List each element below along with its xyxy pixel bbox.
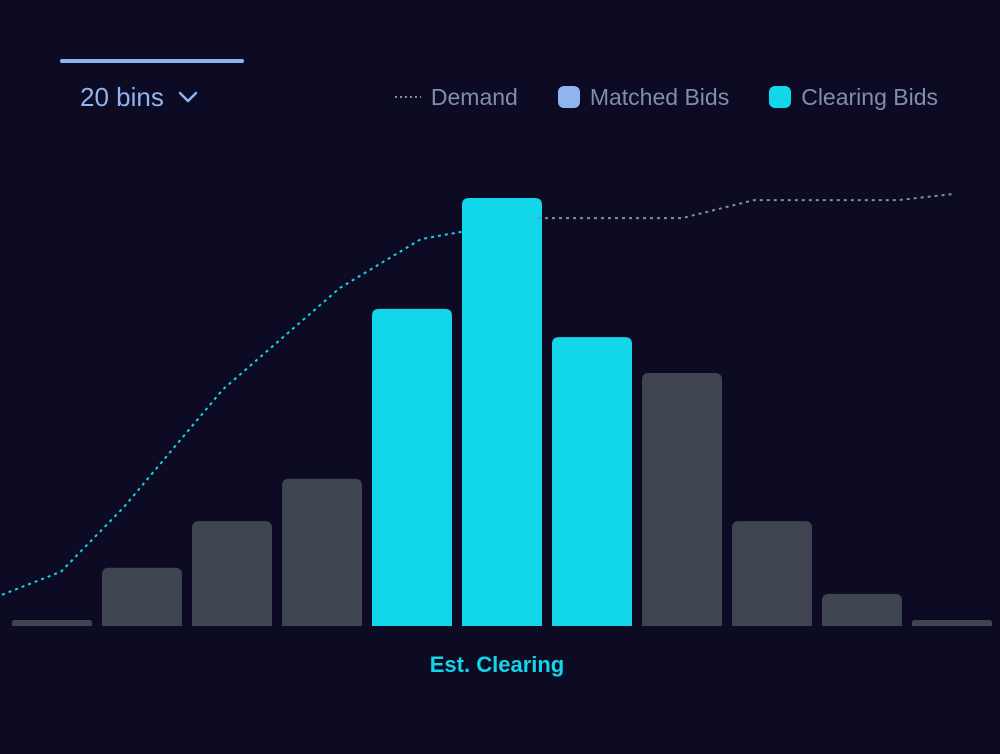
bar-11[interactable] xyxy=(912,620,992,626)
legend-label-demand: Demand xyxy=(430,83,518,110)
bar-10[interactable] xyxy=(822,593,902,626)
bar-7[interactable] xyxy=(552,337,632,626)
bar-8[interactable] xyxy=(642,373,722,626)
bins-dropdown-label: 20 bins xyxy=(80,81,164,112)
tab-active-indicator xyxy=(60,59,244,63)
bar-9[interactable] xyxy=(732,521,812,626)
demand-line-clearing xyxy=(0,217,539,597)
bar-2[interactable] xyxy=(102,567,182,626)
bar-4[interactable] xyxy=(282,478,362,626)
demand-line xyxy=(538,193,953,220)
legend-item-matched[interactable]: Matched Bids xyxy=(557,83,730,111)
bar-5[interactable] xyxy=(372,308,452,626)
bar-3[interactable] xyxy=(192,521,272,626)
legend-label-clearing: Clearing Bids xyxy=(801,83,938,110)
legend-label-matched: Matched Bids xyxy=(589,83,730,110)
bar-1[interactable] xyxy=(12,620,92,626)
clearing-swatch-icon xyxy=(769,86,792,108)
legend-item-clearing[interactable]: Clearing Bids xyxy=(769,84,938,111)
matched-swatch-icon xyxy=(557,86,580,108)
chart-legend: Demand Matched Bids Clearing Bids xyxy=(394,80,938,114)
legend-item-demand[interactable]: Demand xyxy=(394,83,518,111)
dotted-line-icon xyxy=(394,96,421,98)
bins-dropdown[interactable]: 20 bins xyxy=(80,78,198,116)
chevron-down-icon xyxy=(178,91,198,103)
bar-6[interactable] xyxy=(462,198,542,626)
x-axis-label: Est. Clearing xyxy=(429,652,565,677)
